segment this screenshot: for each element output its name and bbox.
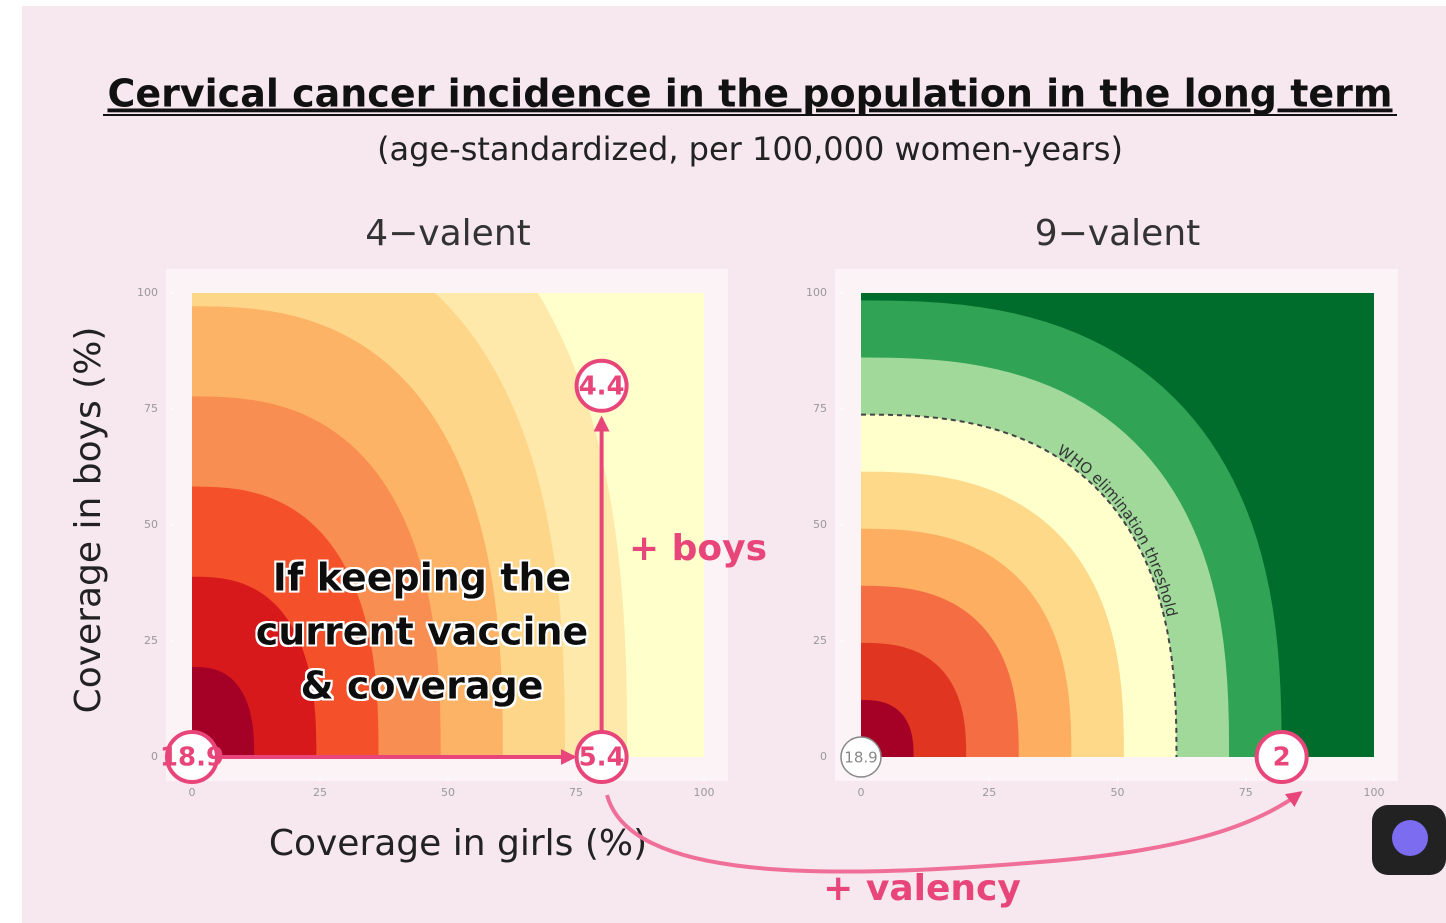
arrow-valency: [605, 791, 1303, 874]
subtitle: (age-standardized, per 100,000 women-yea…: [377, 130, 1123, 168]
x-tick-label: 50: [1111, 786, 1125, 799]
x-axis-label: Coverage in girls (%): [269, 823, 647, 864]
note-line: & coverage: [301, 664, 544, 708]
contour-band: [192, 666, 255, 757]
y-tick-label: 0: [151, 750, 158, 763]
x-tick-label: 25: [313, 786, 327, 799]
point-label: 5.4: [579, 743, 625, 773]
y-tick-label: 50: [813, 518, 827, 531]
x-tick-label: 75: [569, 786, 583, 799]
valency-label: + valency: [823, 868, 1021, 909]
point-label: 18.9: [160, 743, 224, 773]
point-label: 18.9: [844, 749, 877, 767]
y-tick-label: 50: [144, 518, 158, 531]
x-tick-label: 0: [189, 786, 196, 799]
y-axis-label: Coverage in boys (%): [68, 327, 109, 714]
y-tick-label: 0: [820, 750, 827, 763]
y-tick-label: 75: [144, 402, 158, 415]
point-marker: [574, 358, 629, 413]
panel-title: 9−valent: [1035, 213, 1201, 254]
y-tick-label: 100: [137, 286, 158, 299]
boys-label: + boys: [629, 528, 767, 569]
y-tick-label: 100: [806, 286, 827, 299]
note-line: current vaccine: [256, 610, 589, 654]
y-tick-label: 25: [813, 634, 827, 647]
threshold-line: [861, 413, 1178, 757]
x-tick-label: 100: [1364, 786, 1385, 799]
x-tick-label: 50: [441, 786, 455, 799]
point-label: 2: [1273, 743, 1291, 773]
x-tick-label: 75: [1239, 786, 1253, 799]
point-marker: [1254, 730, 1309, 784]
point-marker: [574, 730, 629, 784]
point-marker: [840, 736, 882, 778]
plot-area: WHO elimination threshold: [861, 293, 1374, 757]
panel-title: 4−valent: [365, 213, 531, 254]
title: Cervical cancer incidence in the populat…: [107, 72, 1392, 116]
app-icon-glyph: [1392, 820, 1428, 856]
point-marker: [165, 730, 219, 784]
point-label: 4.4: [579, 371, 625, 401]
note-line: If keeping the: [273, 556, 571, 600]
y-tick-label: 25: [144, 634, 158, 647]
x-tick-label: 0: [858, 786, 865, 799]
x-tick-label: 25: [982, 786, 996, 799]
y-tick-label: 75: [813, 402, 827, 415]
x-tick-label: 100: [694, 786, 715, 799]
